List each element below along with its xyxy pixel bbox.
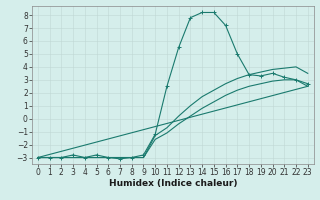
X-axis label: Humidex (Indice chaleur): Humidex (Indice chaleur): [108, 179, 237, 188]
